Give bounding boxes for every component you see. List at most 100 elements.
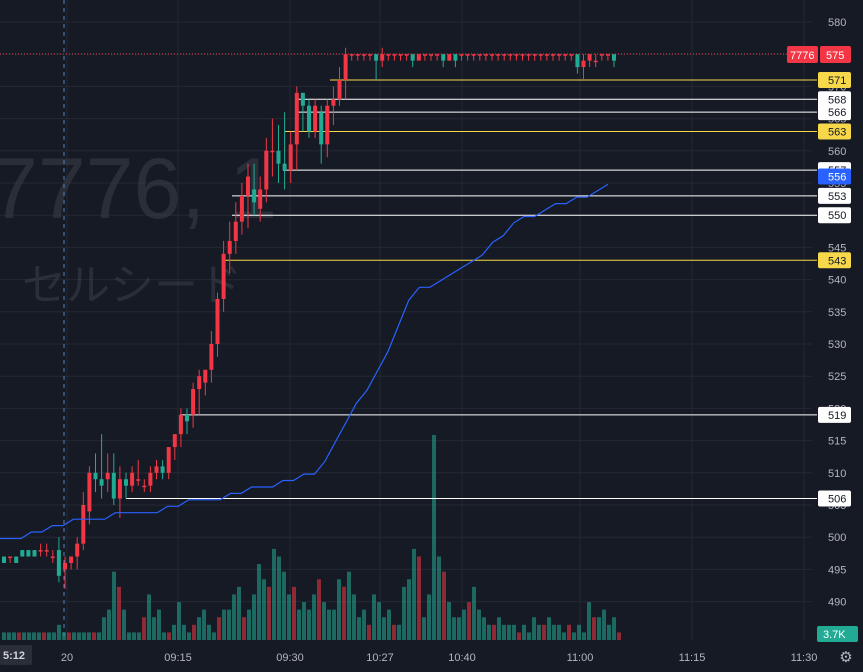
candle-body [75, 543, 80, 557]
candle-body [44, 550, 49, 552]
volume-bar [432, 435, 436, 640]
price-line-label: 553 [828, 191, 846, 203]
volume-bar [557, 624, 561, 640]
candle-body [288, 144, 293, 171]
price-line-badge [818, 104, 851, 121]
price-line-label: 568 [828, 94, 846, 106]
volume-bar [362, 609, 366, 640]
candle-body [233, 221, 238, 241]
volume-bar [227, 609, 231, 640]
volume-bar [537, 624, 541, 640]
volume-bar [202, 609, 206, 640]
volume-bar [12, 632, 16, 640]
volume-bar [102, 617, 106, 640]
candle-body [105, 472, 110, 480]
price-line-badge [818, 406, 851, 423]
candle-body [178, 414, 183, 435]
volume-bar [517, 632, 521, 640]
volume-bar [472, 586, 476, 640]
volume-bar [122, 609, 126, 640]
volume-bar [42, 632, 46, 640]
volume-bar [382, 617, 386, 640]
y-tick-label: 495 [828, 564, 846, 576]
candle-body [294, 92, 299, 145]
volume-bar [37, 632, 41, 640]
candle-body [544, 54, 549, 56]
x-tick-label: 20 [61, 652, 73, 664]
price-line-label: 556 [828, 172, 846, 184]
price-line-badge [818, 187, 851, 204]
y-tick-label: 540 [828, 275, 846, 287]
candle-body [361, 54, 366, 56]
y-tick-label: 510 [828, 468, 846, 480]
candle-body [422, 54, 427, 56]
y-tick-label: 560 [828, 146, 846, 158]
candle-body [81, 505, 86, 544]
candle-body [612, 54, 616, 61]
candle-body [477, 54, 482, 56]
volume-bar [82, 632, 86, 640]
volume-bar [407, 579, 411, 640]
price-line-badge [818, 71, 851, 88]
candle-body [532, 54, 537, 56]
volume-bar [352, 594, 356, 640]
candle-body [435, 54, 440, 56]
volume-bar [412, 548, 416, 640]
price-line-label: 571 [828, 75, 846, 87]
volume-bar [477, 609, 481, 640]
grid [0, 0, 812, 640]
volume-bar [2, 632, 6, 640]
candle-body [63, 562, 67, 570]
volume-bar [312, 594, 316, 640]
volume-bar [437, 556, 441, 640]
volume-bar [567, 624, 571, 640]
candle-body [203, 369, 208, 383]
y-tick-label: 515 [828, 436, 846, 448]
volume-bar [467, 602, 471, 640]
candle-body [587, 54, 592, 61]
candle-body [398, 54, 403, 56]
volume-bar [292, 586, 296, 640]
candle-body [465, 54, 470, 56]
candle-body [154, 466, 159, 473]
volume-bar [57, 624, 61, 640]
volume-bar [232, 594, 236, 640]
candle-body [337, 79, 342, 100]
candle-body [526, 54, 531, 56]
candle-body [447, 54, 452, 61]
volume-bar [32, 632, 36, 640]
candle-body [453, 54, 458, 61]
candle-body [50, 556, 55, 559]
volume-bar [287, 594, 291, 640]
volume-bar [317, 579, 321, 640]
candle-body [380, 54, 385, 61]
volume-bar [217, 617, 221, 640]
price-badges: 571568566563557556553550543519506 [818, 71, 851, 507]
volume-bar [592, 617, 596, 640]
price-line-label: 519 [828, 410, 846, 422]
volume-bar [527, 632, 531, 640]
volume-bar [252, 594, 256, 640]
candle-body [551, 54, 555, 56]
candle-body [557, 54, 562, 56]
volume-bar [142, 617, 146, 640]
volume-bar [582, 632, 586, 640]
volume-bar [442, 571, 446, 640]
candle-body [502, 54, 507, 56]
volume-bar [497, 617, 501, 640]
candle-body [32, 550, 37, 557]
candle-body [355, 54, 360, 56]
candle-body [172, 434, 177, 448]
candle-body [349, 54, 354, 56]
volume-bar [532, 617, 536, 640]
volume-bar [597, 617, 601, 640]
candle-body [130, 472, 135, 486]
candle-body [441, 54, 446, 61]
candle-body [538, 54, 543, 56]
gear-icon[interactable]: ⚙ [839, 648, 853, 666]
candle-body [124, 479, 128, 486]
candle-body [343, 54, 348, 80]
candle-body [410, 54, 415, 61]
left-time-badge-bg [0, 645, 32, 665]
